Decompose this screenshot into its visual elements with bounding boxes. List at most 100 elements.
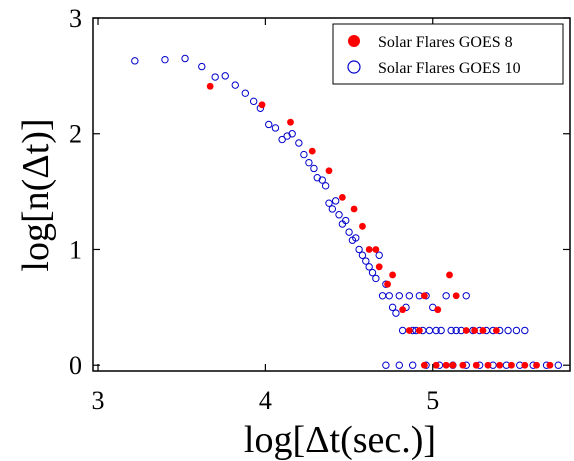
goes10-point	[392, 309, 400, 317]
goes8-point	[399, 306, 407, 314]
goes8-point	[459, 361, 467, 369]
goes10-point	[310, 164, 318, 173]
goes10-point	[331, 197, 340, 205]
goes10-point	[161, 55, 169, 64]
legend: Solar Flares GOES 8 Solar Flares GOES 10	[332, 23, 564, 85]
goes10-point	[358, 251, 367, 259]
goes10-point	[375, 251, 383, 259]
goes10-point	[362, 257, 370, 265]
goes8-point	[389, 271, 396, 279]
legend-label-goes8: Solar Flares GOES 8	[378, 34, 513, 51]
goes8-point	[432, 361, 440, 369]
series-goes8-points	[206, 82, 554, 369]
plot-frame	[92, 17, 571, 372]
x-tick-label: 5	[426, 386, 439, 415]
goes8-point	[375, 263, 383, 271]
x-tick-label: 4	[259, 386, 272, 415]
goes10-point	[355, 245, 363, 254]
goes8-point	[338, 193, 346, 201]
x-axis-label: log[Δt(sec.)]	[244, 419, 436, 461]
series-goes10-points	[131, 54, 562, 369]
y-axis-ticks: 0 1 2 3	[69, 4, 570, 380]
goes8-point	[415, 327, 423, 334]
goes10-point	[554, 361, 562, 369]
goes10-point	[181, 54, 189, 63]
goes10-point	[432, 326, 440, 335]
y-tick-label: 3	[69, 4, 82, 33]
goes10-point	[395, 292, 403, 300]
goes8-point	[434, 306, 442, 314]
goes8-point	[449, 361, 457, 369]
goes10-point	[278, 135, 286, 144]
goes10-point	[345, 228, 353, 236]
goes10-point	[295, 139, 303, 147]
y-tick-label: 2	[69, 120, 82, 149]
legend-marker-goes8	[348, 35, 360, 47]
goes10-point	[352, 234, 360, 242]
goes10-point	[342, 216, 350, 225]
goes8-point	[472, 361, 480, 369]
goes8-point	[462, 327, 470, 334]
goes8-point	[325, 167, 333, 175]
goes10-point	[249, 97, 258, 106]
goes10-point	[198, 62, 206, 71]
goes8-point	[420, 292, 428, 300]
goes10-point	[265, 120, 273, 129]
goes8-point	[420, 361, 428, 369]
goes10-point	[221, 72, 229, 80]
goes8-point	[405, 327, 413, 334]
goes8-point	[372, 246, 380, 253]
goes8-point	[452, 292, 460, 300]
goes8-point	[533, 361, 540, 369]
goes10-point	[512, 326, 521, 335]
goes8-point	[258, 101, 266, 109]
goes8-point	[492, 327, 500, 334]
goes10-point	[437, 326, 445, 335]
goes10-point	[405, 292, 414, 300]
goes8-point	[471, 327, 478, 334]
goes10-point	[462, 292, 470, 300]
goes10-point	[378, 292, 387, 300]
goes10-point	[395, 361, 403, 369]
goes10-point	[131, 57, 139, 65]
goes8-point	[365, 246, 373, 253]
goes10-point	[368, 268, 377, 277]
goes10-point	[231, 81, 239, 89]
y-axis-label: log[n(Δt)]	[15, 118, 57, 271]
legend-marker-goes10	[347, 60, 361, 74]
goes10-point	[335, 211, 343, 219]
goes10-point	[521, 326, 529, 335]
goes8-point	[546, 361, 554, 369]
goes10-point	[504, 326, 512, 335]
goes8-point	[308, 147, 316, 155]
goes8-point	[496, 361, 504, 369]
goes10-point	[385, 292, 393, 300]
goes8-point	[206, 82, 214, 90]
goes8-point	[479, 327, 487, 334]
legend-label-goes10: Solar Flares GOES 10	[378, 60, 521, 77]
goes10-point	[442, 292, 450, 300]
goes10-point	[372, 274, 380, 283]
legend-box	[332, 23, 564, 85]
goes10-point	[288, 130, 296, 138]
y-tick-label: 0	[69, 351, 82, 380]
y-tick-label: 1	[69, 235, 82, 264]
goes10-point	[388, 303, 397, 312]
goes8-point	[484, 361, 492, 369]
goes8-point	[442, 361, 450, 369]
goes10-point	[447, 326, 455, 335]
goes10-point	[321, 182, 330, 190]
goes10-point	[382, 361, 390, 369]
goes10-point	[271, 124, 280, 132]
goes10-point	[398, 326, 407, 335]
goes10-point	[408, 361, 417, 369]
goes8-point	[446, 271, 453, 279]
x-tick-label: 3	[92, 386, 105, 415]
goes8-point	[287, 118, 294, 126]
goes10-point	[365, 263, 373, 271]
goes10-point	[211, 73, 219, 81]
goes8-point	[521, 361, 529, 369]
goes8-point	[508, 361, 515, 369]
goes10-point	[241, 89, 250, 97]
